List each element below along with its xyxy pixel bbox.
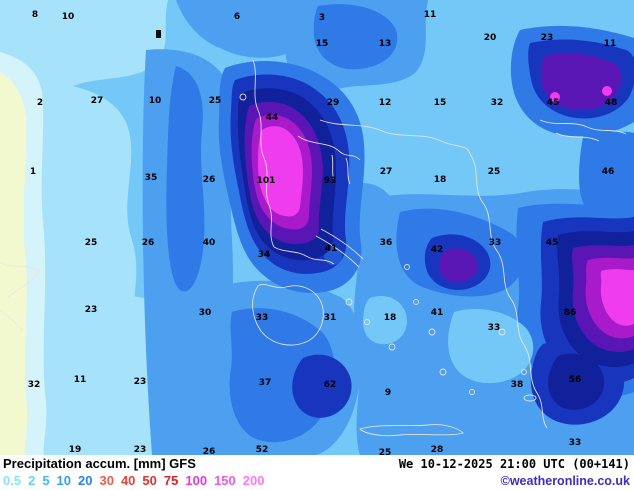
legend-value: 150 <box>214 473 236 488</box>
map-value: 46 <box>601 167 615 177</box>
map-value: 31 <box>323 313 337 323</box>
map-value: 30 <box>198 308 212 318</box>
legend-value: 10 <box>56 473 72 488</box>
footer-bar: Precipitation accum. [mm] GFS We 10-12-2… <box>0 455 634 490</box>
map-canvas <box>0 0 634 455</box>
legend-value: 5 <box>42 473 50 488</box>
map-value: 33 <box>487 323 501 333</box>
map-value: 33 <box>568 438 582 448</box>
map-value: 11 <box>603 39 617 49</box>
legend-value: 100 <box>185 473 208 488</box>
legend-value: 20 <box>78 473 93 488</box>
map-value: 3 <box>318 13 326 23</box>
map-value: 27 <box>379 167 393 177</box>
map-value: 1 <box>29 167 37 177</box>
precipitation-map: 8 10 6 3 11 20 23 15 13 11 2 27 10 25 44 29 12 15 32 45 48 1 3… <box>0 0 634 455</box>
map-value: 23 <box>540 33 554 43</box>
precip-regions <box>0 0 634 455</box>
map-value: 10 <box>61 12 75 22</box>
map-value: 26 <box>202 447 216 455</box>
map-value: 93 <box>323 176 337 186</box>
map-value: 62 <box>323 380 337 390</box>
map-value: 41 <box>430 308 444 318</box>
map-title: Precipitation accum. [mm] GFS <box>3 456 196 471</box>
map-value: 19 <box>68 445 82 455</box>
map-value: 25 <box>487 167 501 177</box>
map-value: 23 <box>84 305 98 315</box>
map-value: 15 <box>433 98 447 108</box>
map-value: 42 <box>430 245 444 255</box>
legend-value: 200 <box>242 473 265 488</box>
map-value: 13 <box>378 39 392 49</box>
map-value: 32 <box>490 98 504 108</box>
map-value: 25 <box>84 238 98 248</box>
map-value: 28 <box>430 445 444 455</box>
map-value: 45 <box>545 238 559 248</box>
map-value: 37 <box>258 378 272 388</box>
map-datetime: We 10-12-2025 21:00 UTC (00+141) <box>398 457 630 471</box>
map-value: 36 <box>379 238 393 248</box>
map-value: 48 <box>604 98 618 108</box>
map-value: 11 <box>73 375 87 385</box>
legend-value: 0.5 <box>3 473 22 488</box>
map-value: 8 <box>31 10 39 20</box>
map-value: 20 <box>483 33 497 43</box>
map-value: 52 <box>255 445 269 455</box>
map-value: 9 <box>384 388 392 398</box>
map-value: 25 <box>378 448 392 455</box>
map-value: 26 <box>141 238 155 248</box>
map-value: 86 <box>563 308 577 318</box>
map-value: 23 <box>133 445 147 455</box>
map-value: 41 <box>324 244 338 254</box>
map-value: 32 <box>27 380 41 390</box>
legend-value: 75 <box>163 473 179 488</box>
map-value: 6 <box>233 12 241 22</box>
legend-value: 40 <box>120 473 136 488</box>
footer-title-row: Precipitation accum. [mm] GFS We 10-12-2… <box>3 456 630 473</box>
map-value: 34 <box>257 250 271 260</box>
map-value: 27 <box>90 96 104 106</box>
map-value: 18 <box>433 175 447 185</box>
map-values-layer: 8 10 6 3 11 20 23 15 13 11 2 27 10 25 44 29 12 15 32 45 48 1 3… <box>27 10 618 455</box>
map-value: 29 <box>326 98 340 108</box>
legend-scale: 0.5 2 5 10 20 30 40 50 75 100 150 200 <box>3 473 264 488</box>
map-value: 40 <box>202 238 216 248</box>
map-value: 25 <box>208 96 222 106</box>
map-value: 38 <box>510 380 524 390</box>
map-value: 10 <box>148 96 162 106</box>
map-value: 33 <box>488 238 502 248</box>
map-value: 26 <box>202 175 216 185</box>
footer-legend-row: 0.5 2 5 10 20 30 40 50 75 100 150 200 ©weatheronlin… <box>3 473 630 490</box>
coastlines <box>0 59 627 437</box>
map-value: 18 <box>383 313 397 323</box>
legend-value: 2 <box>28 473 36 488</box>
map-value: 23 <box>133 377 147 387</box>
map-value: 33 <box>255 313 269 323</box>
station-marker-icon <box>156 30 161 38</box>
legend-value: 30 <box>99 473 114 488</box>
map-value: 15 <box>315 39 329 49</box>
map-value: 101 <box>256 176 276 186</box>
legend-value: 50 <box>142 473 157 488</box>
map-value: 56 <box>568 375 582 385</box>
map-value: 2 <box>36 98 44 108</box>
map-value: 12 <box>378 98 392 108</box>
map-value: 11 <box>423 10 437 20</box>
map-value: 45 <box>546 98 560 108</box>
map-value: 35 <box>144 173 158 183</box>
credit-link[interactable]: ©weatheronline.co.uk <box>500 474 630 488</box>
map-value: 44 <box>265 113 279 123</box>
